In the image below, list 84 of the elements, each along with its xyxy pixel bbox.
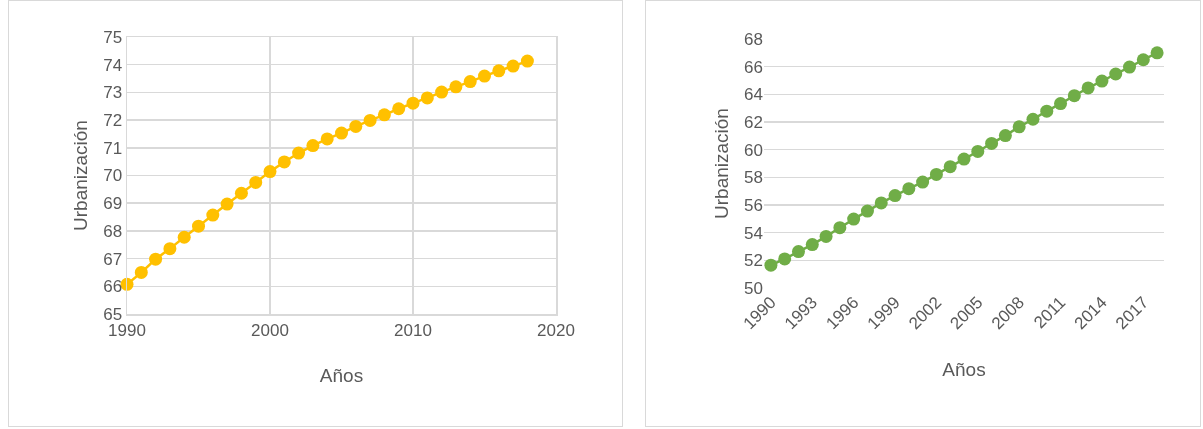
point [1123, 60, 1137, 74]
point [957, 152, 971, 166]
point [406, 96, 420, 110]
y-tick-label: 68 [103, 221, 123, 241]
point [778, 252, 792, 266]
point [943, 160, 957, 174]
point [306, 139, 320, 153]
y-tick-label: 70 [103, 166, 123, 186]
point [134, 265, 148, 279]
point [177, 230, 191, 244]
point [392, 102, 406, 116]
point [805, 238, 819, 252]
point [420, 91, 434, 105]
point [292, 146, 306, 160]
y-tick-label: 74 [103, 55, 123, 75]
point [847, 212, 861, 226]
y-tick-label: 60 [744, 140, 763, 160]
point [506, 59, 520, 73]
point [363, 113, 377, 127]
x-tick-label: 2020 [537, 320, 575, 340]
point [1136, 53, 1150, 67]
x-tick-label: 2000 [251, 320, 289, 340]
y-tick-label: 68 [744, 29, 763, 49]
point [449, 80, 463, 94]
point [149, 252, 163, 266]
point [1026, 112, 1040, 126]
y-tick-label: 62 [744, 112, 763, 132]
y-tick-label: 69 [103, 194, 123, 214]
point [263, 165, 277, 179]
point [1040, 104, 1054, 118]
point [860, 204, 874, 218]
point [1067, 89, 1081, 103]
y-tick-label: 58 [744, 168, 763, 188]
point [520, 54, 534, 68]
point [985, 136, 999, 150]
point [1095, 74, 1109, 88]
point [320, 132, 334, 146]
point [902, 182, 916, 196]
point [998, 129, 1012, 143]
y-tick-label: 56 [744, 195, 763, 215]
point [764, 258, 778, 272]
y-tick-label: 71 [103, 138, 123, 158]
x-axis-title: Años [942, 358, 986, 380]
y-tick-label: 64 [744, 85, 763, 105]
y-tick-label: 66 [103, 277, 123, 297]
point [349, 119, 363, 133]
point [377, 108, 391, 122]
point [1012, 120, 1026, 134]
point [234, 186, 248, 200]
point [163, 242, 177, 256]
y-axis-title: Urbanización [70, 120, 92, 231]
point [1081, 81, 1095, 95]
point [206, 208, 220, 222]
point [971, 144, 985, 158]
point [249, 175, 263, 189]
point [833, 221, 847, 235]
y-tick-label: 50 [744, 278, 763, 298]
point [192, 219, 205, 233]
y-tick-label: 73 [103, 83, 123, 103]
y-tick-label: 66 [744, 57, 763, 77]
y-tick-label: 67 [103, 249, 123, 269]
point [888, 189, 902, 203]
point [1150, 46, 1164, 60]
x-axis-title: Años [319, 365, 364, 387]
y-tick-label: 52 [744, 251, 763, 271]
point [916, 175, 930, 189]
point [435, 85, 449, 99]
x-tick-label: 2010 [394, 320, 432, 340]
point [1054, 97, 1068, 111]
point [478, 69, 491, 83]
point [220, 197, 234, 211]
y-tick-label: 75 [103, 27, 123, 47]
point [1109, 67, 1123, 81]
point [463, 75, 477, 89]
point [929, 167, 943, 181]
y-axis-title: Urbanización [710, 108, 732, 219]
y-tick-label: 72 [103, 111, 123, 131]
point [874, 196, 888, 210]
point [492, 64, 506, 78]
point [335, 126, 348, 140]
point [277, 155, 291, 169]
y-tick-label: 54 [744, 223, 763, 243]
point [819, 229, 833, 243]
point [791, 245, 805, 259]
